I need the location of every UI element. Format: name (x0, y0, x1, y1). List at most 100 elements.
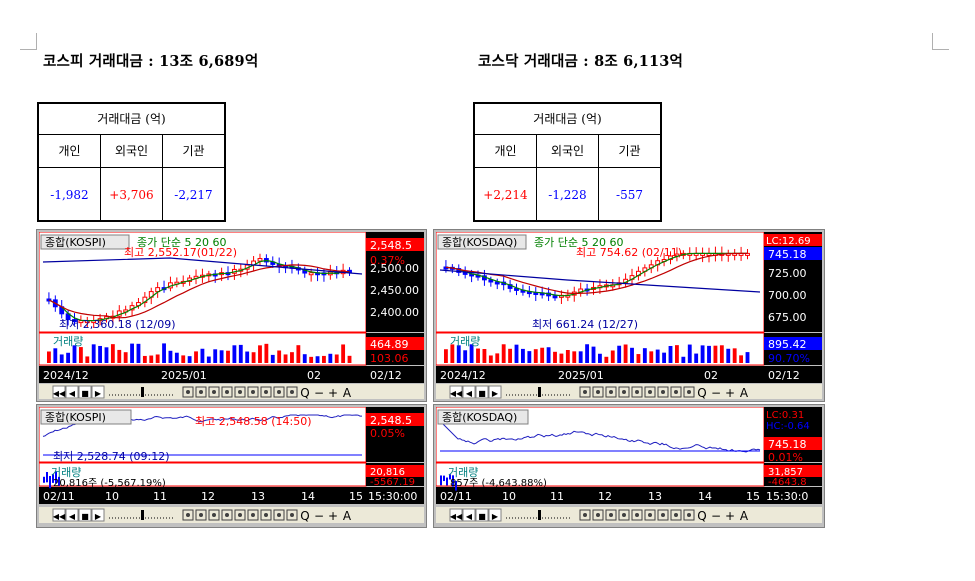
cross-icon[interactable] (631, 386, 643, 398)
volume-bar (142, 355, 147, 363)
first-button[interactable]: ◀◀ (52, 385, 66, 399)
symbol-box[interactable] (40, 234, 130, 250)
symbol-box[interactable] (40, 409, 132, 425)
volume-bar (649, 351, 654, 363)
gear-icon[interactable] (195, 386, 207, 398)
volume-bar (521, 348, 525, 363)
zoom-slider[interactable] (109, 387, 175, 397)
tile-icon[interactable] (221, 509, 233, 521)
slider-thumb[interactable] (538, 387, 541, 397)
stop-button[interactable]: ■ (475, 508, 489, 522)
prev-button[interactable]: ◀ (65, 385, 79, 399)
date-tick: 13 (251, 490, 265, 503)
ma-legend: 종가 단순 5 20 60 (137, 236, 226, 249)
play-button[interactable]: ▶ (488, 385, 502, 399)
gear-icon[interactable] (195, 509, 207, 521)
prev-button[interactable]: ◀ (65, 508, 79, 522)
kosdaq-intraday-chart[interactable]: 종합(KOSDAQ) LC:0.31 HC:-0.64 745.18 0.01% 거래량 8… (433, 404, 825, 528)
first-button[interactable]: ◀◀ (449, 508, 463, 522)
fibo-icon[interactable] (247, 386, 259, 398)
print-icon[interactable] (670, 509, 682, 521)
zoom-slider[interactable] (506, 387, 572, 397)
print-icon[interactable] (273, 386, 285, 398)
slider-thumb[interactable] (538, 510, 541, 520)
symbol-box[interactable] (437, 234, 527, 250)
high-label: 최고 754.62 (02/11) (576, 246, 682, 259)
volume-bar (290, 352, 294, 363)
tile-icon[interactable] (618, 386, 630, 398)
gear-icon[interactable] (592, 386, 604, 398)
pencil-icon[interactable] (657, 386, 669, 398)
symbol-box[interactable] (437, 409, 529, 425)
volume-bar (642, 348, 647, 363)
value-institution: -2,217 (174, 188, 213, 202)
play-button[interactable]: ▶ (488, 508, 502, 522)
symbol-name: 종합(KOSDAQ) (442, 411, 517, 424)
volume-bar (527, 351, 532, 363)
first-button[interactable]: ◀◀ (52, 508, 66, 522)
print-icon[interactable] (273, 509, 285, 521)
volume-badge-text: 31,857 (768, 467, 803, 478)
save-icon[interactable] (683, 509, 695, 521)
copy-icon[interactable] (208, 386, 220, 398)
copy-icon[interactable] (208, 509, 220, 521)
zoom-slider[interactable] (506, 510, 572, 520)
save-icon[interactable] (683, 386, 695, 398)
pencil-icon[interactable] (260, 509, 272, 521)
zoom-slider[interactable] (109, 510, 175, 520)
volume-bar (309, 356, 314, 363)
grid-icon[interactable] (579, 386, 591, 398)
pencil-icon[interactable] (657, 509, 669, 521)
play-button[interactable]: ▶ (91, 508, 105, 522)
save-icon[interactable] (286, 386, 298, 398)
kospi-intraday-chart[interactable]: 종합(KOSPI) 최고 2,548.58 (14:50) 최저 2,528.74 … (36, 404, 427, 528)
stop-button[interactable]: ■ (78, 508, 92, 522)
stop-button[interactable]: ■ (475, 385, 489, 399)
gear-icon[interactable] (592, 509, 604, 521)
volume-bar (341, 344, 346, 363)
slider-thumb[interactable] (141, 510, 144, 520)
print-icon[interactable] (670, 386, 682, 398)
prev-button-glyph: ◀ (69, 389, 76, 398)
volume-bar (636, 354, 641, 363)
stop-button[interactable]: ■ (78, 385, 92, 399)
tile-icon[interactable] (618, 509, 630, 521)
kosdaq-daily-chart[interactable]: 종합(KOSDAQ) 종가 단순 5 20 60 최고 754.62 (02/11)… (433, 229, 825, 402)
volume-bar (713, 345, 718, 363)
column-foreign: 외국인 (537, 135, 599, 167)
save-icon[interactable] (286, 509, 298, 521)
grid-icon[interactable] (182, 386, 194, 398)
first-button[interactable]: ◀◀ (449, 385, 463, 399)
cross-icon[interactable] (631, 509, 643, 521)
fibo-icon[interactable] (644, 386, 656, 398)
copy-icon[interactable] (605, 386, 617, 398)
copy-icon[interactable] (605, 509, 617, 521)
volume-bar (238, 344, 243, 363)
prev-button[interactable]: ◀ (462, 385, 476, 399)
volume-bar (334, 354, 339, 363)
volume-bar (585, 344, 590, 363)
tile-icon[interactable] (221, 386, 233, 398)
fibo-icon[interactable] (644, 509, 656, 521)
ma20-line (48, 264, 350, 319)
first-button-glyph: ◀◀ (53, 389, 66, 398)
date-tick: 2025/01 (558, 369, 604, 382)
cross-icon[interactable] (234, 509, 246, 521)
candle (257, 258, 263, 262)
grid-icon[interactable] (579, 509, 591, 521)
volume-bar (270, 354, 275, 363)
volume-pct: -4643.8 (768, 477, 807, 488)
cross-icon[interactable] (234, 386, 246, 398)
fibo-icon[interactable] (247, 509, 259, 521)
pencil-icon[interactable] (260, 386, 272, 398)
grid-icon[interactable] (182, 509, 194, 521)
date-axis (39, 366, 424, 383)
column-individual: 개인 (475, 135, 537, 167)
kospi-daily-chart[interactable]: 종합(KOSPI) 종가 단순 5 20 60 최고 2,552.17(01/22)… (36, 229, 427, 402)
play-button-glyph: ▶ (492, 389, 499, 398)
play-button[interactable]: ▶ (91, 385, 105, 399)
volume-bar (55, 471, 57, 484)
prev-button[interactable]: ◀ (462, 508, 476, 522)
slider-thumb[interactable] (141, 387, 144, 397)
